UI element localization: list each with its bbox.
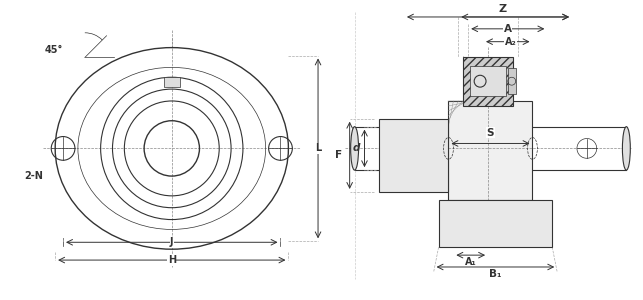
Text: A₂: A₂: [505, 37, 516, 47]
Text: A₁: A₁: [465, 257, 476, 267]
Bar: [439, 200, 552, 247]
FancyBboxPatch shape: [164, 77, 179, 87]
Bar: [508, 68, 516, 94]
Text: J: J: [170, 237, 174, 247]
Bar: [448, 101, 532, 200]
Text: Z: Z: [499, 5, 507, 15]
Text: 2-N: 2-N: [24, 171, 43, 181]
Bar: [379, 119, 448, 192]
Text: 45°: 45°: [45, 45, 63, 55]
Text: d: d: [352, 143, 359, 153]
Text: L: L: [315, 143, 321, 153]
Text: S: S: [487, 128, 494, 137]
Text: A: A: [503, 24, 512, 34]
Text: H: H: [168, 255, 176, 265]
Ellipse shape: [350, 127, 359, 170]
Ellipse shape: [622, 127, 630, 170]
Text: B₁: B₁: [489, 269, 502, 279]
Bar: [464, 56, 512, 106]
Text: F: F: [334, 150, 342, 160]
Text: Z: Z: [499, 4, 507, 14]
Bar: [470, 66, 506, 96]
